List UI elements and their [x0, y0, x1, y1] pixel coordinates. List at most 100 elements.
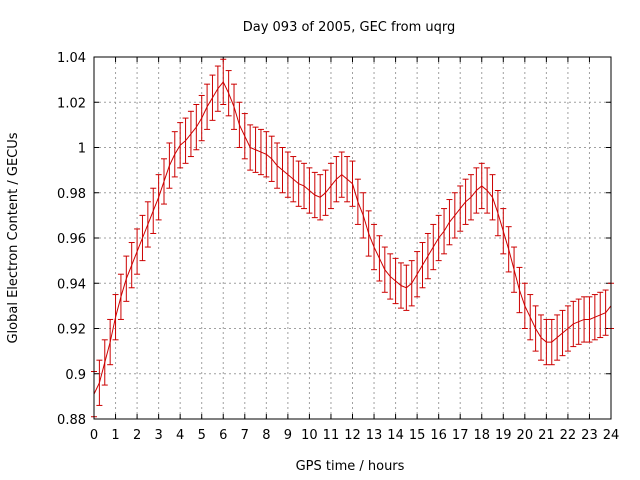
x-tick-label: 18: [473, 428, 490, 443]
x-tick-label: 14: [387, 428, 404, 443]
error-bar-point: [387, 253, 394, 300]
error-bar-point: [392, 257, 399, 305]
error-bar-point: [311, 171, 318, 219]
error-bar-point: [177, 122, 184, 169]
error-bar-point: [225, 70, 232, 117]
error-bar-point: [333, 156, 340, 203]
error-bar-point: [424, 232, 431, 280]
error-bar-point: [564, 305, 571, 352]
x-tick-label: 4: [176, 428, 184, 443]
chart-title: Day 093 of 2005, GEC from uqrg: [243, 20, 456, 35]
error-bar-point: [397, 262, 404, 309]
error-bar-point: [467, 174, 474, 221]
error-bar-point: [112, 294, 119, 341]
error-bar-point: [279, 147, 286, 194]
error-bar-point: [236, 101, 243, 148]
error-bar-point: [171, 131, 178, 178]
error-bar-point: [204, 83, 211, 130]
error-bar-point: [144, 201, 151, 248]
error-bar-point: [193, 104, 200, 151]
error-bar-point: [150, 187, 157, 234]
error-bar-point: [532, 305, 539, 352]
x-tick-label: 23: [581, 428, 598, 443]
x-tick-label: 7: [241, 428, 249, 443]
error-bar-point: [570, 300, 577, 348]
x-axis-label: GPS time / hours: [296, 459, 405, 474]
error-bar-point: [155, 174, 162, 221]
error-bar-point: [430, 223, 437, 271]
error-bar-point: [435, 214, 442, 262]
y-tick-label: 0.94: [57, 277, 86, 292]
error-bar-point: [166, 142, 173, 189]
error-bar-point: [446, 199, 453, 246]
x-tick-label: 8: [262, 428, 270, 443]
error-bar-point: [274, 142, 281, 189]
x-tick-label: 6: [219, 428, 227, 443]
y-tick-label: 1: [78, 142, 86, 157]
error-bar-point: [371, 223, 378, 271]
error-bar-point: [344, 156, 351, 203]
y-tick-label: 1.04: [57, 51, 86, 66]
error-bar-point: [602, 289, 609, 336]
error-bar-point: [123, 255, 130, 302]
error-bar-point: [268, 135, 275, 182]
error-bar-point: [107, 318, 114, 366]
x-tick-label: 9: [284, 428, 292, 443]
x-tick-labels: 0 1 2 3 4 5 6 7 8 9 10 11 12 13 14 15 16 17 18 19 20 21 22 23 24: [90, 428, 619, 443]
error-bar-point: [139, 214, 146, 262]
x-tick-label: 16: [430, 428, 447, 443]
error-bar-point: [597, 291, 604, 339]
x-tick-label: 3: [154, 428, 162, 443]
error-bar-point: [575, 298, 582, 345]
error-bar-point: [457, 185, 464, 232]
gec-series: [91, 58, 614, 418]
error-bar-point: [360, 192, 367, 239]
x-tick-label: 11: [323, 428, 340, 443]
x-tick-label: 19: [495, 428, 512, 443]
y-tick-label: 0.88: [57, 413, 86, 428]
x-tick-label: 2: [133, 428, 141, 443]
error-bar-point: [198, 94, 205, 142]
error-bar-point: [489, 174, 496, 221]
error-bar-point: [414, 251, 421, 298]
error-bar-point: [220, 58, 227, 106]
error-bar-point: [247, 124, 254, 171]
y-axis-label: Global Electron Content / GECUs: [6, 132, 21, 343]
y-tick-label: 0.9: [65, 368, 86, 383]
error-bar-point: [484, 167, 491, 214]
error-bar-point: [182, 117, 189, 164]
y-tick-label: 0.92: [57, 323, 86, 338]
error-bar-point: [376, 235, 383, 282]
error-bar-point: [317, 174, 324, 221]
error-bar-point: [257, 128, 264, 176]
error-bar-point: [187, 110, 194, 158]
x-tick-label: 13: [366, 428, 383, 443]
error-bar-point: [511, 246, 518, 293]
error-bar-point: [117, 273, 124, 320]
error-bar-point: [322, 169, 329, 216]
error-bar-point: [381, 246, 388, 293]
error-bar-point: [527, 294, 534, 341]
x-tick-label: 15: [409, 428, 426, 443]
error-bar-point: [327, 162, 334, 210]
x-tick-label: 0: [90, 428, 98, 443]
error-bar-point: [591, 294, 598, 341]
grid-lines: [94, 57, 611, 419]
y-tick-labels: 0.88 0.9 0.92 0.94 0.96 0.98 1 1.02 1.04: [57, 51, 86, 428]
y-tick-label: 0.98: [57, 187, 86, 202]
x-tick-label: 1: [111, 428, 119, 443]
error-bar-point: [161, 158, 168, 205]
error-bar-point: [290, 156, 297, 203]
error-bar-point: [101, 339, 108, 386]
error-bar-point: [516, 266, 523, 314]
x-tick-label: 12: [344, 428, 361, 443]
x-tick-label: 20: [517, 428, 534, 443]
error-bar-point: [209, 74, 216, 121]
error-bar-point: [295, 160, 302, 207]
error-bar-point: [419, 242, 426, 289]
error-bar-point: [505, 226, 512, 273]
error-bar-point: [543, 318, 550, 366]
error-bar-point: [354, 178, 361, 225]
error-bar-point: [473, 167, 480, 214]
error-bar-point: [306, 167, 313, 214]
